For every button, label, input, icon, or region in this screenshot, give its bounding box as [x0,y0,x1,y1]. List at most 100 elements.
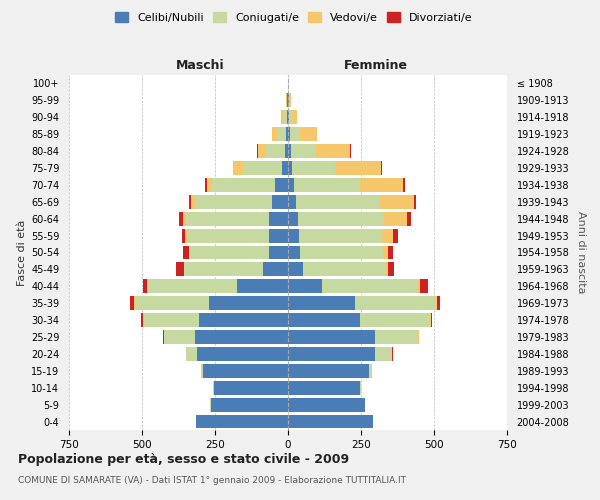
Bar [194,330,288,344]
Bar [383,246,388,260]
Bar [275,178,288,192]
Bar [288,195,296,208]
Bar [209,296,288,310]
Bar [288,347,375,361]
Bar [284,110,287,124]
Bar [298,212,384,226]
Bar [272,127,277,141]
Text: Maschi: Maschi [176,60,225,72]
Bar [134,296,209,310]
Y-axis label: Anni di nascita: Anni di nascita [576,211,586,294]
Bar [288,246,300,260]
Bar [189,246,190,260]
Bar [375,347,392,361]
Bar [176,262,184,276]
Bar [288,161,292,175]
Bar [299,228,382,242]
Bar [288,110,289,124]
Text: Femmine: Femmine [344,60,407,72]
Bar [430,313,431,327]
Bar [394,228,398,242]
Bar [266,144,285,158]
Bar [237,280,288,293]
Bar [207,178,212,192]
Bar [289,110,292,124]
Bar [436,296,437,310]
Bar [233,161,243,175]
Bar [143,280,147,293]
Bar [269,246,288,260]
Bar [360,178,403,192]
Bar [431,313,432,327]
Bar [288,364,369,378]
Bar [288,178,295,192]
Bar [303,262,386,276]
Bar [418,280,419,293]
Bar [286,127,288,141]
Bar [361,313,430,327]
Bar [292,110,298,124]
Bar [288,127,290,141]
Bar [164,330,194,344]
Bar [179,212,184,226]
Bar [287,110,288,124]
Bar [196,414,288,428]
Y-axis label: Fasce di età: Fasce di età [17,220,27,286]
Bar [182,228,185,242]
Bar [191,195,194,208]
Bar [437,296,440,310]
Bar [388,262,394,276]
Bar [263,262,288,276]
Bar [288,398,365,411]
Bar [201,364,203,378]
Bar [258,144,266,158]
Bar [369,364,372,378]
Text: COMUNE DI SAMARATE (VA) - Dati ISTAT 1° gennaio 2009 - Elaborazione TUTTITALIA.I: COMUNE DI SAMARATE (VA) - Dati ISTAT 1° … [18,476,406,485]
Bar [419,280,428,293]
Bar [288,296,355,310]
Bar [185,228,187,242]
Bar [288,144,291,158]
Bar [288,228,299,242]
Bar [199,313,288,327]
Bar [243,161,282,175]
Bar [187,347,197,361]
Bar [211,398,288,411]
Bar [388,246,392,260]
Bar [272,195,288,208]
Bar [288,212,298,226]
Bar [184,262,263,276]
Bar [407,212,410,226]
Bar [300,246,383,260]
Bar [203,364,288,378]
Bar [291,144,316,158]
Bar [190,246,269,260]
Bar [316,144,350,158]
Bar [269,212,288,226]
Bar [292,161,335,175]
Bar [187,228,269,242]
Bar [335,161,382,175]
Bar [403,178,404,192]
Bar [189,195,191,208]
Bar [382,228,394,242]
Bar [148,280,237,293]
Bar [295,178,360,192]
Bar [386,262,388,276]
Bar [194,195,272,208]
Bar [277,127,286,141]
Bar [285,144,288,158]
Bar [300,127,317,141]
Bar [288,280,322,293]
Bar [269,228,288,242]
Bar [414,195,416,208]
Bar [288,262,303,276]
Text: Popolazione per età, sesso e stato civile - 2009: Popolazione per età, sesso e stato civil… [18,452,349,466]
Bar [186,212,269,226]
Bar [289,94,290,108]
Bar [296,195,379,208]
Bar [288,313,361,327]
Bar [288,381,361,394]
Bar [141,313,143,327]
Bar [143,313,199,327]
